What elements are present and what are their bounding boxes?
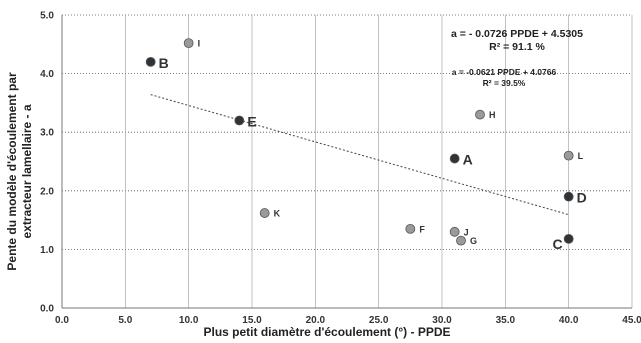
tick-labels: 0.0 1.0 2.0 3.0 4.0 5.0 0.0 5.0 10.0 15.0 20.0 25.0… <box>40 11 641 327</box>
data-point-l <box>563 150 574 161</box>
point-label-l: L <box>578 151 584 161</box>
point-label-h: H <box>489 110 496 120</box>
x-tick-label: 10.0 <box>179 315 199 326</box>
data-point-d <box>563 191 574 202</box>
point-label-f: F <box>419 224 425 234</box>
x-tick-label: 5.0 <box>118 315 132 326</box>
x-tick-label: 20.0 <box>306 315 326 326</box>
x-tick-label: 30.0 <box>432 315 452 326</box>
y-tick-label: 1.0 <box>40 245 54 256</box>
y-tick-label: 5.0 <box>40 11 54 22</box>
point-label-c: C <box>553 236 563 252</box>
data-point-i <box>183 38 194 49</box>
point-label-d: D <box>577 190 587 206</box>
point-label-e: E <box>247 113 256 129</box>
data-point-a <box>449 153 460 164</box>
data-point-b <box>145 56 156 67</box>
point-label-k: K <box>274 209 281 219</box>
data-point-k <box>259 208 270 218</box>
point-label-j: J <box>464 227 469 237</box>
data-point-e <box>234 115 245 126</box>
x-tick-label: 45.0 <box>622 315 641 326</box>
data-points: B E A D C I H L K F JG <box>145 38 587 252</box>
data-point-h <box>475 109 485 120</box>
trendline <box>150 94 569 216</box>
equation-2-r2: R² = 39.5% <box>483 78 526 88</box>
y-tick-label: 0.0 <box>40 304 54 315</box>
x-tick-label: 0.0 <box>55 315 69 326</box>
x-tick-label: 35.0 <box>496 315 516 326</box>
trendline-group <box>150 94 569 216</box>
equation-1-formula: a = - 0.0726 PPDE + 4.5305 <box>451 28 583 40</box>
grid-lines <box>62 14 633 308</box>
point-label-b: B <box>159 55 169 71</box>
y-tick-label: 2.0 <box>40 186 54 197</box>
equation-1-r2: R² = 91.1 % <box>489 41 545 53</box>
x-tick-label: 15.0 <box>242 315 262 326</box>
point-label-a: A <box>463 152 473 168</box>
y-axis-title-line-1: Pente du modèle d'écoulement par <box>5 72 19 271</box>
x-axis-title: Plus petit diamètre d'écoulement (°) - P… <box>203 325 450 339</box>
equation-2-formula: a = -0.0621 PPDE + 4.0766 <box>452 67 557 77</box>
data-point-c <box>563 233 574 244</box>
point-label-i: I <box>198 39 201 49</box>
y-tick-label: 3.0 <box>40 128 54 139</box>
data-point-f <box>405 223 416 234</box>
x-tick-label: 40.0 <box>559 315 579 326</box>
y-tick-label: 4.0 <box>40 69 54 80</box>
x-tick-label: 25.0 <box>369 315 389 326</box>
data-point-g <box>456 235 466 246</box>
point-label-g: G <box>470 236 477 246</box>
data-point-j <box>449 226 460 237</box>
y-axis-title-line-2: extracteur lamellaire - a <box>20 104 34 238</box>
